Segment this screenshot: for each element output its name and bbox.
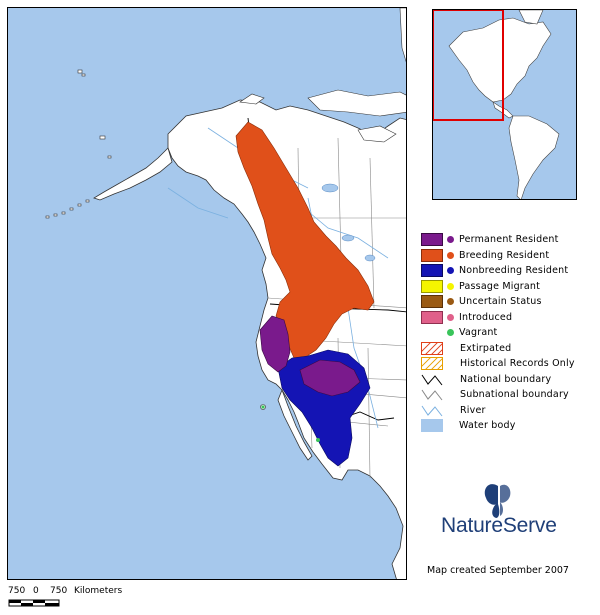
legend-item-river: River [421, 403, 596, 419]
main-map-svg [45, 8, 406, 579]
legend-label: Nonbreeding Resident [459, 265, 569, 277]
legend-item-nonbreeding-resident: Nonbreeding Resident [421, 263, 596, 279]
inset-greenland [518, 10, 544, 25]
scale-unit: Kilometers [74, 586, 123, 596]
legend-line-swatch [421, 405, 443, 417]
legend-label: Vagrant [459, 327, 498, 339]
scale-bar-graphic [8, 599, 60, 607]
legend-label: Breeding Resident [459, 249, 550, 261]
legend-item-national-boundary: National boundary [421, 372, 596, 388]
legend-label: National boundary [460, 373, 552, 385]
legend-dot [447, 282, 454, 290]
legend-dot [447, 329, 454, 337]
legend-label: Water body [459, 420, 516, 432]
inset-frame [433, 10, 504, 121]
legend-line-swatch [421, 389, 443, 401]
legend-line-swatch [421, 374, 443, 386]
scale-zero: 0 [33, 586, 39, 596]
legend-swatch [421, 279, 443, 293]
legend-hatch-swatch [421, 341, 443, 355]
legend-dot [447, 267, 454, 275]
inset-south-america [508, 115, 560, 199]
legend-swatch [421, 233, 443, 247]
range-permanent-resident-sw [299, 359, 361, 397]
land-top-right [399, 8, 406, 63]
map-created-date: Map created September 2007 [427, 565, 569, 576]
legend-item-permanent-resident: Permanent Resident [421, 232, 596, 248]
range-breeding-resident [235, 121, 375, 359]
scale-right-value: 750 [50, 586, 68, 596]
legend-item-uncertain-status: Uncertain Status [421, 294, 596, 310]
legend-item-passage-migrant: Passage Migrant [421, 279, 596, 295]
legend-item-extirpated: Extirpated [421, 341, 596, 357]
natureserve-wordmark[interactable]: NatureServe [441, 514, 557, 537]
vagrant-guadalupe-dot [261, 405, 265, 409]
legend-label: River [460, 404, 486, 416]
legend-label: Extirpated [460, 342, 512, 354]
land-baja [277, 388, 313, 461]
range-permanent-resident-ca [259, 315, 291, 373]
legend-hatch-swatch [421, 357, 443, 371]
inset-map-svg [433, 10, 560, 199]
legend-swatch [421, 326, 443, 339]
inset-north-america [448, 17, 552, 103]
legend-item-vagrant: Vagrant [421, 325, 596, 341]
main-map [7, 7, 407, 580]
natureserve-butterfly-logo [484, 484, 511, 518]
legend-label: Passage Migrant [459, 280, 541, 292]
legend-dot [447, 236, 454, 244]
legend-swatch [421, 264, 443, 278]
legend-label: Uncertain Status [459, 296, 542, 308]
legend-item-breeding-resident: Breeding Resident [421, 248, 596, 264]
legend-swatch [421, 248, 443, 262]
legend-label: Introduced [459, 311, 513, 323]
legend-dot [447, 313, 454, 321]
legend: Permanent Resident Breeding Resident Non… [421, 232, 596, 434]
legend-swatch [421, 295, 443, 309]
legend-item-subnational-boundary: Subnational boundary [421, 387, 596, 403]
legend-dot [447, 298, 454, 306]
inset-map [432, 9, 577, 200]
lakes [321, 183, 376, 262]
legend-item-water-body: Water body [421, 418, 596, 434]
aleutian-islands [45, 69, 112, 219]
vagrant-mexico-dot [316, 438, 320, 442]
scale-bar: 750 0 750 Kilometers [8, 586, 138, 614]
legend-swatch [421, 419, 443, 433]
legend-label: Historical Records Only [460, 358, 575, 370]
legend-swatch [421, 310, 443, 324]
scale-left-value: 750 [8, 586, 26, 596]
legend-label: Permanent Resident [459, 234, 559, 246]
land-alaska-peninsula [93, 147, 173, 201]
legend-item-historical: Historical Records Only [421, 356, 596, 372]
legend-item-introduced: Introduced [421, 310, 596, 326]
legend-dot [447, 251, 454, 259]
arctic-islands [239, 89, 406, 143]
legend-label: Subnational boundary [460, 389, 569, 401]
